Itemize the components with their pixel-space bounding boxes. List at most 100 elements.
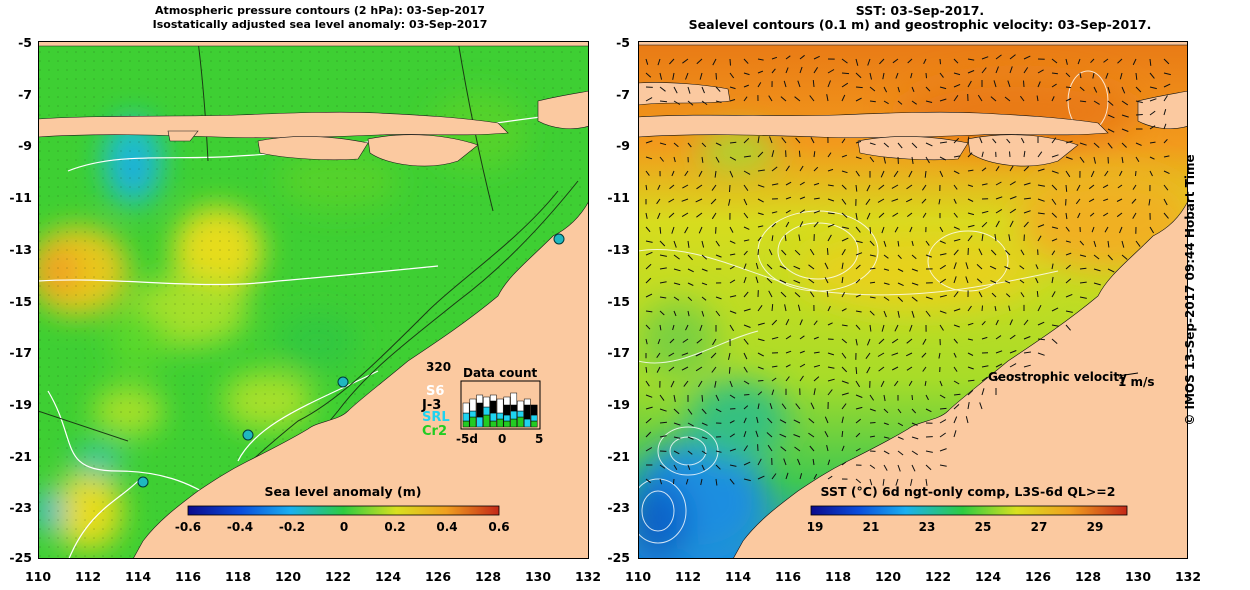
velocity-arrow (701, 408, 707, 415)
velocity-arrow (743, 96, 748, 102)
velocity-arrow (1121, 100, 1129, 106)
velocity-arrow (1037, 198, 1045, 202)
velocity-arrow (1135, 100, 1143, 104)
velocity-arrow (855, 478, 862, 484)
velocity-arrow (780, 446, 787, 452)
velocity-arrow (953, 226, 960, 230)
velocity-arrow (785, 67, 789, 74)
velocity-arrow (1119, 72, 1123, 80)
velocity-arrow (878, 184, 885, 190)
velocity-arrow (1149, 58, 1152, 66)
velocity-arrow (939, 380, 943, 387)
lon-tick: 118 (224, 569, 252, 584)
velocity-arrow (715, 296, 722, 300)
velocity-arrow (1051, 226, 1059, 229)
velocity-arrow (715, 310, 721, 317)
velocity-arrow (659, 142, 667, 146)
velocity-arrow (729, 141, 737, 144)
velocity-arrow (1079, 281, 1087, 284)
velocity-arrow (1135, 142, 1142, 146)
velocity-arrow (905, 352, 913, 357)
velocity-arrow (921, 184, 927, 191)
velocity-arrow (797, 458, 801, 466)
velocity-arrow (881, 324, 885, 332)
velocity-arrow (967, 70, 975, 74)
velocity-arrow (1037, 184, 1045, 187)
lat-tick: -11 (9, 190, 32, 205)
velocity-arrow (743, 417, 747, 424)
velocity-arrow (992, 138, 997, 144)
lon-tick: 132 (574, 569, 602, 584)
velocity-arrow (757, 338, 765, 342)
velocity-arrow (729, 253, 736, 256)
data-count-bar (462, 402, 470, 414)
left-map-title: Atmospheric pressure contours (2 hPa): 0… (40, 4, 600, 32)
velocity-arrow (683, 380, 689, 387)
lat-tick: -15 (9, 294, 32, 309)
lat-tick: -19 (607, 397, 630, 412)
velocity-arrow (671, 226, 675, 234)
velocity-arrow (1023, 166, 1030, 172)
velocity-arrow (953, 198, 957, 204)
velocity-arrow (684, 170, 689, 177)
data-count-bar (462, 420, 470, 428)
sst-tick: 29 (1087, 520, 1104, 534)
velocity-arrow (911, 436, 919, 440)
velocity-arrow (939, 310, 947, 314)
velocity-arrow (911, 408, 917, 414)
velocity-arrow (824, 277, 829, 284)
velocity-arrow (897, 100, 903, 105)
velocity-arrow (826, 291, 829, 298)
velocity-arrow (1023, 351, 1031, 354)
data-count-bar (476, 394, 484, 404)
lon-tick: 124 (374, 569, 402, 584)
left-map-frame (38, 41, 589, 559)
velocity-arrow (687, 86, 691, 94)
velocity-arrow (855, 86, 863, 89)
velocity-arrow (687, 254, 693, 261)
data-count-bar (483, 414, 490, 428)
velocity-arrow (1121, 86, 1126, 94)
velocity-arrow (1037, 81, 1041, 88)
velocity-arrow (1037, 151, 1043, 158)
velocity-arrow (855, 366, 858, 375)
velocity-arrow (911, 296, 918, 302)
velocity-arrow (656, 198, 661, 205)
velocity-arrow (991, 292, 997, 298)
velocity-arrow (755, 430, 759, 438)
data-count-bar (496, 398, 504, 414)
imos-credit-text: © IMOS 13-Sep-2017 09:44 Hobart Time (1183, 154, 1197, 426)
velocity-arrow (1065, 240, 1071, 243)
velocity-arrow (883, 142, 890, 148)
velocity-arrow (939, 432, 946, 438)
velocity-arrow (673, 422, 681, 426)
data-count-bar (496, 412, 504, 420)
velocity-arrow (1088, 198, 1095, 203)
velocity-arrow (798, 150, 801, 158)
velocity-arrow (799, 209, 806, 214)
velocity-arrow (645, 431, 652, 438)
velocity-arrow (668, 352, 675, 357)
velocity-arrow (908, 380, 913, 387)
velocity-arrow (659, 156, 664, 162)
velocity-arrow (995, 181, 1002, 186)
velocity-arrow (673, 408, 680, 415)
velocity-arrow (939, 58, 941, 65)
velocity-arrow (771, 319, 778, 326)
velocity-arrow (909, 226, 913, 233)
sst-map-canvas: Geostrophic velocity 1 m/s SST (°C) 6d n… (628, 40, 1198, 561)
velocity-arrow (953, 308, 961, 312)
velocity-arrow (911, 100, 917, 105)
velocity-arrow (784, 304, 787, 312)
velocity-arrow (710, 198, 717, 205)
velocity-arrow (897, 86, 900, 93)
velocity-arrow (967, 322, 974, 326)
velocity-arrow (813, 336, 819, 340)
velocity-arrow (685, 72, 689, 80)
sst-tick: 19 (807, 520, 824, 534)
sea-level-anomaly-title: Isostatically adjusted sea level anomaly… (152, 18, 488, 31)
velocity-arrow (1135, 240, 1141, 247)
lon-tick: 132 (1174, 569, 1202, 584)
velocity-arrow (869, 408, 876, 412)
velocity-arrow (687, 408, 693, 415)
